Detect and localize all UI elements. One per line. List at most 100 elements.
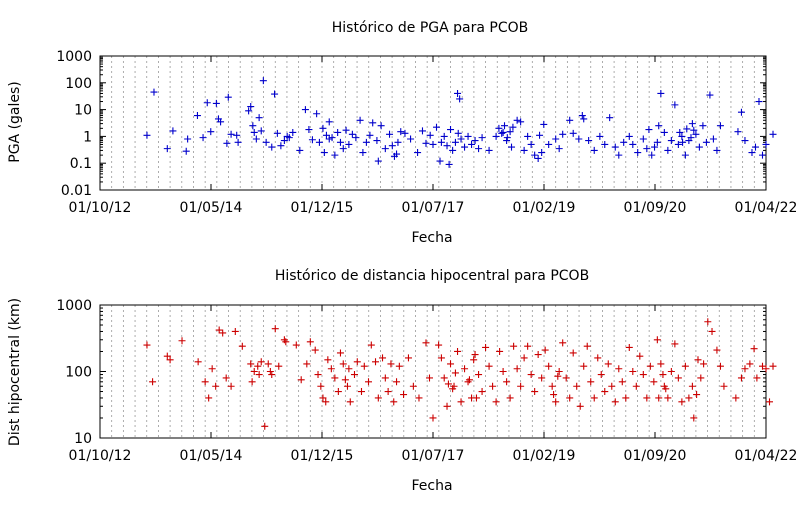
dist-data-point	[622, 394, 630, 402]
dist-data-point	[615, 365, 623, 373]
pga-data-point	[645, 126, 653, 134]
pga-data-point	[503, 134, 511, 142]
pga-data-point	[388, 142, 396, 150]
pga-data-point	[734, 128, 742, 136]
pga-data-point	[184, 135, 192, 143]
dist-data-point	[360, 362, 368, 370]
pga-data-point	[475, 145, 483, 153]
pga-data-point	[468, 140, 476, 148]
dist-data-point	[247, 360, 255, 368]
dist-data-point	[319, 394, 327, 402]
pga-data-point	[611, 143, 619, 151]
dist-data-point	[762, 365, 770, 373]
pga-data-point	[688, 120, 696, 128]
dist-data-point	[409, 382, 417, 390]
pga-y-tick-label: 0.1	[70, 156, 92, 172]
pga-data-point	[692, 130, 700, 138]
dist-data-point	[534, 351, 542, 359]
pga-data-point	[252, 135, 260, 143]
pga-x-tick-label: 01/02/19	[513, 200, 576, 216]
pga-data-point	[386, 130, 394, 138]
dist-data-point	[264, 360, 272, 368]
pga-data-point	[653, 138, 661, 146]
dist-data-point	[716, 362, 724, 370]
dist-data-point	[639, 371, 647, 379]
dist-data-point	[678, 398, 686, 406]
pga-data-point	[377, 122, 385, 130]
dist-data-point	[275, 362, 283, 370]
dist-data-point	[208, 365, 216, 373]
dist-data-point	[350, 371, 358, 379]
dist-data-point	[566, 394, 574, 402]
dist-data-point	[713, 346, 721, 354]
dist-data-point	[415, 394, 423, 402]
dist-data-point	[489, 382, 497, 390]
pga-data-point	[285, 134, 293, 142]
dist-data-point	[625, 343, 633, 351]
pga-data-point	[401, 129, 409, 137]
dist-y-tick-label: 1000	[56, 298, 92, 314]
pga-data-point	[716, 122, 724, 130]
pga-data-point	[713, 146, 721, 154]
pga-data-point	[331, 151, 339, 159]
dist-data-point	[650, 378, 658, 386]
pga-data-point	[664, 146, 672, 154]
dist-data-point	[451, 369, 459, 377]
dist-data-point	[513, 365, 521, 373]
pga-data-point	[334, 128, 342, 136]
pga-y-tick-label: 100	[65, 76, 92, 92]
pga-data-point	[706, 91, 714, 99]
pga-chart-title: Histórico de PGA para PCOB	[332, 20, 529, 36]
pga-data-point	[271, 90, 279, 98]
dist-data-point	[353, 358, 361, 366]
dist-data-point	[422, 339, 430, 347]
dist-data-point	[404, 354, 412, 362]
dist-data-point	[496, 347, 504, 355]
dist-data-point	[215, 326, 223, 334]
pga-data-point	[257, 127, 265, 135]
dist-data-point	[608, 382, 616, 390]
pga-data-point	[369, 119, 377, 127]
pga-data-point	[250, 128, 258, 136]
pga-data-point	[769, 130, 777, 138]
pga-data-point	[699, 122, 707, 130]
pga-data-point	[690, 126, 698, 134]
pga-data-point	[457, 135, 465, 143]
pga-data-point	[629, 140, 637, 148]
dist-data-point	[425, 374, 433, 382]
pga-data-point	[506, 128, 514, 136]
pga-data-point	[325, 135, 333, 143]
pga-data-point	[683, 125, 691, 133]
pga-data-point	[552, 135, 560, 143]
pga-data-point	[655, 122, 663, 130]
pga-data-point	[538, 149, 546, 157]
pga-data-point	[348, 130, 356, 138]
pga-data-point	[461, 143, 469, 151]
dist-data-point	[485, 362, 493, 370]
dist-data-point	[697, 374, 705, 382]
dist-data-point	[314, 371, 322, 379]
dist-data-point	[653, 336, 661, 344]
pga-data-point	[527, 140, 535, 148]
dist-data-point	[737, 374, 745, 382]
dist-data-point	[694, 356, 702, 364]
pga-data-point	[456, 95, 464, 103]
dist-data-point	[327, 365, 335, 373]
dist-data-point	[573, 382, 581, 390]
pga-data-point	[394, 138, 402, 146]
dist-data-point	[708, 327, 716, 335]
pga-data-point	[308, 136, 316, 144]
dist-data-point	[250, 368, 258, 375]
pga-data-point	[748, 149, 756, 157]
pga-data-point	[536, 131, 544, 139]
pga-data-point	[667, 137, 675, 145]
dist-data-point	[261, 422, 269, 430]
dist-data-point	[583, 342, 591, 350]
pga-data-point	[758, 151, 766, 159]
pga-data-point	[418, 127, 426, 135]
dist-data-point	[655, 394, 663, 402]
dist-data-point	[611, 398, 619, 406]
dist-data-point	[345, 365, 353, 373]
dist-data-point	[454, 347, 462, 355]
pga-data-point	[223, 139, 231, 147]
